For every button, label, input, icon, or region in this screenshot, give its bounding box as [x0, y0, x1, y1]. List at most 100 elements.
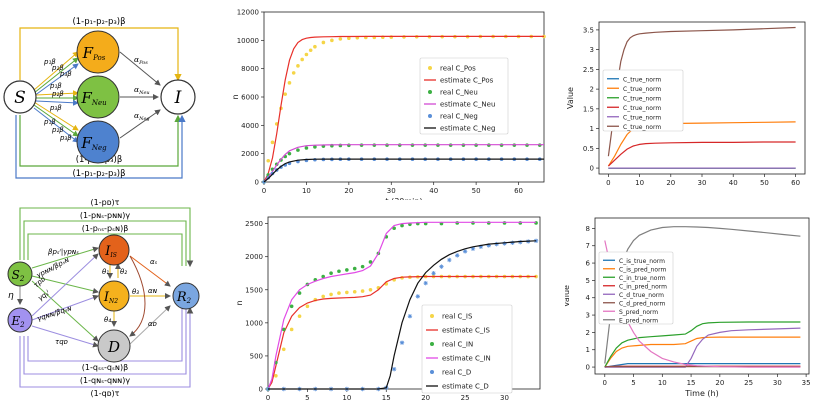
x-tick-label: 25 [744, 379, 753, 387]
alpha-pos-sub: Pos [138, 60, 148, 66]
data-point [494, 241, 499, 247]
x-tick-label: 40 [429, 187, 438, 195]
node-e2-sub: 2 [19, 321, 25, 329]
top-loop-label: (1-pɴₛ-pɴɴ)γ [80, 211, 130, 220]
transition-label: βpₛᴵ|γpɴₛ [48, 248, 79, 256]
svg-text:αPos: αPos [134, 55, 148, 66]
alpha-pos-label: α [134, 55, 139, 64]
legend-label: C_is_true_norm [619, 258, 665, 265]
legend-label: estimate C_IS [442, 327, 490, 335]
y-axis-label: n [235, 300, 244, 305]
legend-swatch [430, 314, 434, 318]
legend-label: C_in_true_norm [619, 275, 666, 282]
edge-label: p₃β [49, 104, 62, 112]
y-tick-label: 4000 [241, 122, 259, 130]
node-f-neu-label: F [80, 89, 92, 107]
data-point [447, 257, 452, 263]
data-point [296, 64, 300, 68]
bottom-loop-label: (1-qɴₛ-qɴɴ)γ [80, 376, 130, 385]
edge-label: p₃β [59, 70, 72, 78]
data-point [368, 260, 373, 264]
x-tick-label: 0 [603, 379, 607, 387]
edge-label: p₁β [43, 58, 56, 66]
data-point [510, 240, 515, 245]
svg-text:FNeu: FNeu [80, 89, 107, 107]
x-tick-label: 20 [666, 179, 675, 187]
x-axis-label: Time (h) [684, 389, 718, 398]
alpha-neu-label: α [134, 85, 139, 94]
x-tick-label: 60 [514, 187, 523, 195]
data-point [321, 40, 326, 45]
alpha-label: αᴅ [148, 320, 158, 328]
data-point [470, 246, 476, 251]
alpha-label: αₛ [150, 258, 158, 266]
y-tick-label: 2 [590, 86, 594, 94]
svg-text:FNeg: FNeg [80, 134, 107, 152]
legend-label: real C_Pos [440, 65, 476, 73]
data-point [291, 71, 296, 75]
node-r2-label: R [176, 290, 187, 305]
node-s2-label: S [12, 268, 20, 282]
x-tick-label: 20 [715, 379, 724, 387]
data-point [321, 294, 325, 299]
edge-label: p₂β [51, 126, 64, 134]
chart-top-right: 0 10 20 30 40 50 60 0 0.5 1 1.5 2 2.5 3 3.5 Value C_true… [566, 21, 806, 187]
data-point [296, 148, 300, 152]
legend-label: C_d_true_norm [619, 292, 664, 299]
data-point [345, 290, 349, 295]
node-s-label: S [14, 88, 26, 108]
chart-top-middle: 0 10 20 30 40 50 60 0 2000 4000 6000 8000 10000 12000… [231, 9, 546, 200]
data-point [542, 34, 546, 39]
theta-label: θ₄ [104, 316, 111, 324]
node-i-is [98, 234, 130, 266]
series-line [604, 321, 801, 368]
top-loop-label: (1-pᴅ)τ [91, 198, 120, 207]
alpha-neg-sub: Neg [138, 116, 150, 122]
data-point [368, 287, 373, 292]
y-axis-label: Value [565, 285, 571, 307]
series-line [263, 144, 544, 183]
alpha-neu-sub: Neu [138, 90, 150, 96]
data-point [321, 274, 325, 279]
x-tick-label: 5 [631, 379, 635, 387]
y-tick-label: 500 [250, 352, 263, 360]
data-point [345, 268, 349, 272]
top-loop-label: (1-pₙₛ-pₛɴ)β [82, 224, 129, 233]
y-tick-label: 2000 [241, 150, 259, 158]
legend-swatch [428, 114, 432, 118]
x-tick-label: 50 [472, 187, 481, 195]
bottom-diagram: (1-pᴅ)τ (1-pɴₛ-pɴɴ)γ (1-pₙₛ-pₛɴ)β (1-qₛₛ… [7, 198, 200, 398]
svg-text:E2: E2 [10, 314, 25, 329]
series-line [607, 141, 796, 167]
y-tick-label: 1000 [245, 319, 263, 327]
bottom-loop-label-2: (1-p₁-p₂-p₃)β [72, 169, 125, 179]
data-point [304, 146, 309, 150]
y-tick-label: 3 [586, 312, 590, 320]
legend-label: real C_IN [442, 341, 473, 349]
y-tick-label: 0 [586, 364, 590, 372]
node-i-is-sub: IS [109, 252, 116, 259]
x-tick-label: 15 [687, 379, 696, 387]
data-point [471, 221, 475, 225]
legend-box [421, 304, 513, 394]
chart-bottom-right: 0 5 10 15 20 25 30 35 0 1 2 3 4 5 6 7 8 Time (h) Value C_is… [565, 217, 811, 398]
x-tick-label: 40 [729, 179, 738, 187]
y-tick-label: 0.5 [583, 145, 594, 153]
node-r2 [172, 282, 200, 310]
node-f-neu [76, 75, 120, 119]
y-tick-label: 1 [586, 346, 590, 354]
x-tick-label: 10 [658, 379, 667, 387]
data-point [392, 226, 396, 231]
data-point [283, 92, 288, 96]
series-line [604, 363, 801, 368]
node-f-pos [76, 30, 120, 74]
y-tick-label: 0 [255, 179, 259, 187]
alpha-label: αɴ [148, 287, 158, 295]
node-i-is-label: I [104, 244, 111, 259]
y-tick-label: 4 [586, 294, 591, 302]
data-point [455, 221, 460, 225]
svg-text:αNeu: αNeu [134, 85, 150, 96]
series-line [267, 221, 537, 390]
svg-text:IN2: IN2 [103, 290, 118, 305]
y-tick-label: 2000 [245, 253, 263, 261]
